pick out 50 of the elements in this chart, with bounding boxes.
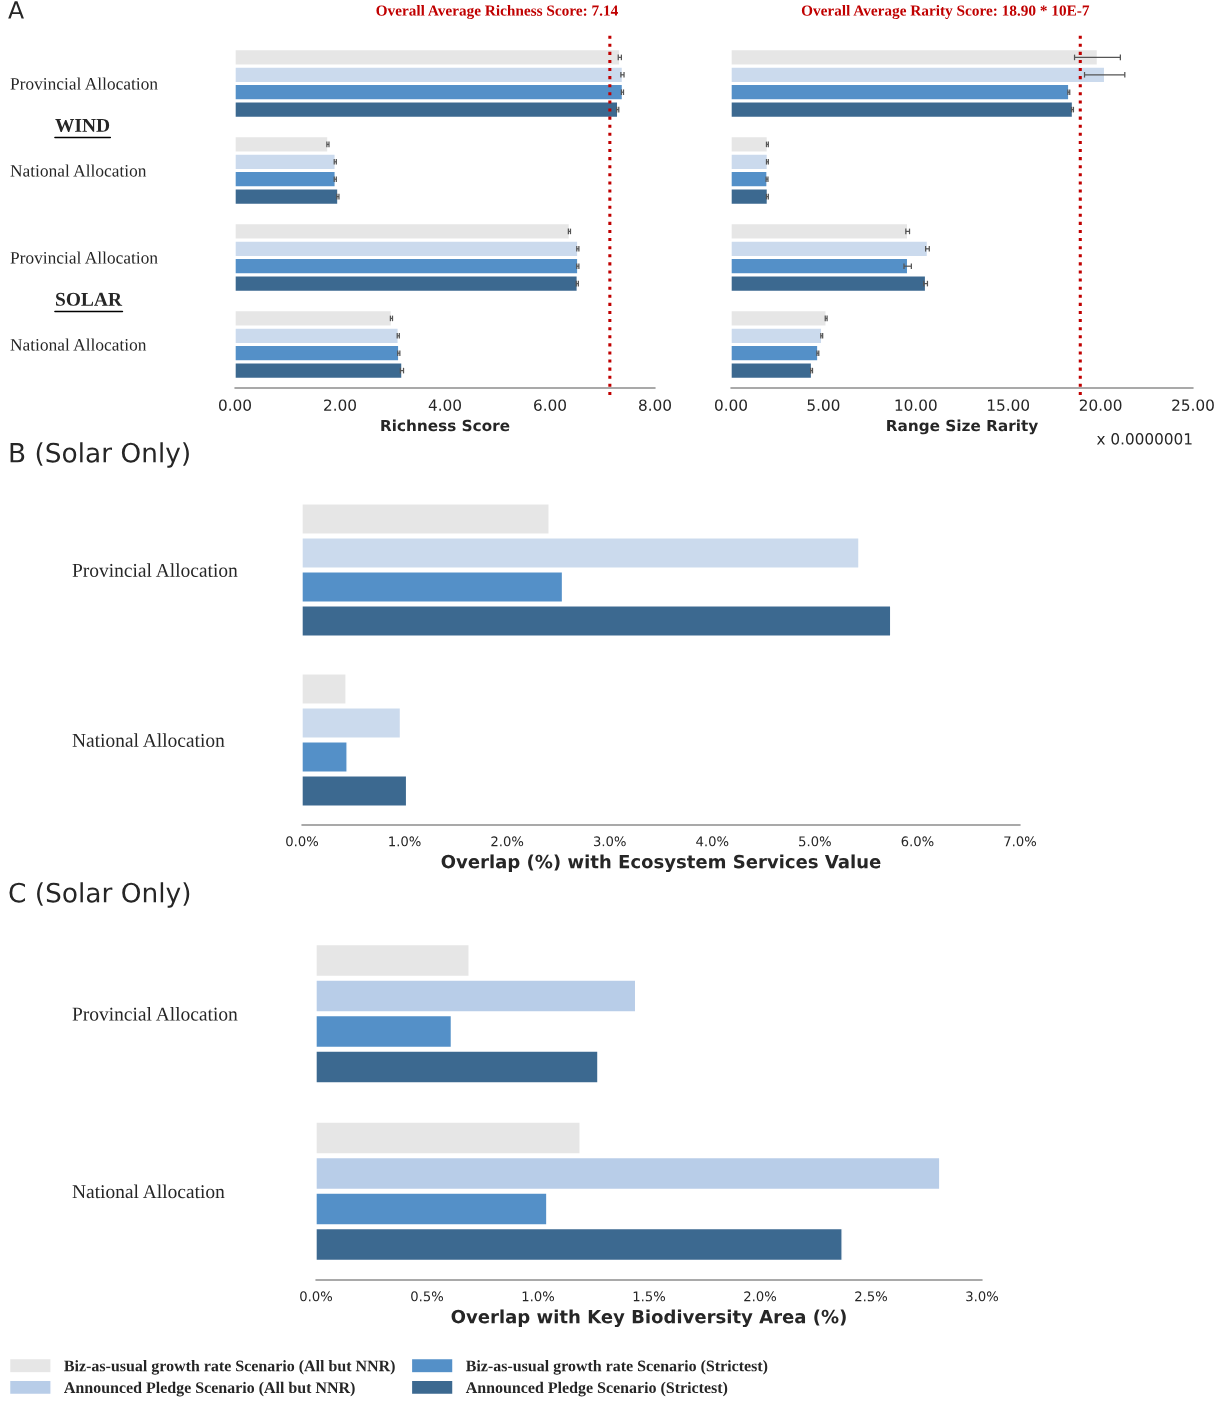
ref-line-label: Overall Average Richness Score: 7.14 [376, 5, 618, 19]
text: C (Solar Only) [9, 882, 190, 908]
y-tick-label: National Allocation [72, 1184, 225, 1199]
x-tick-label: 1.0% [389, 836, 421, 847]
text: WIND [55, 118, 110, 132]
x-axis-title: Richness Score [381, 419, 510, 432]
x-tick-label: 5.0% [799, 836, 831, 847]
ref-line-label: Overall Average Rarity Score: 18.90 * 10E-7 [801, 5, 1090, 19]
x-tick-label: 10.00 [895, 399, 937, 411]
x-tick-label: 6.00 [534, 399, 566, 411]
x-tick-label: 4.0% [696, 836, 729, 847]
y-tick-label: Provincial Allocation [72, 563, 238, 577]
y-tick-label: National Allocation [10, 338, 147, 351]
x-axis-title: Overlap (%) with Ecosystem Services Value [441, 854, 881, 873]
x-tick-label: 25.00 [1172, 399, 1214, 411]
y-tick-label: National Allocation [72, 733, 225, 747]
chart-title: B (Solar Only) [10, 442, 189, 468]
x-tick-label: 6.0% [901, 836, 934, 847]
x-tick-label: 3.0% [966, 1291, 999, 1302]
x-tick-label: 0.00 [715, 399, 747, 411]
x-axis-title: Overlap with Key Biodiversity Area (%) [451, 1309, 846, 1328]
text: A [8, 1, 24, 19]
legend-label: Announced Pledge Scenario (All but NNR) [64, 1381, 355, 1397]
y-tick-label: Provincial Allocation [10, 251, 158, 264]
x-tick-label: 2.0% [491, 836, 524, 847]
x-tick-label: 1.5% [633, 1291, 666, 1302]
y-tick-label: National Allocation [10, 164, 147, 177]
y-tick-label: Provincial Allocation [72, 1007, 238, 1021]
x-tick-label: 0.5% [411, 1291, 444, 1302]
legend-label: Announced Pledge Scenario (Strictest) [465, 1381, 728, 1397]
x-tick-label: 2.5% [855, 1291, 888, 1302]
x-tick-label: 2.0% [744, 1291, 777, 1302]
x-tick-label: 20.00 [1079, 399, 1122, 411]
text: x 0.0000001 [1096, 433, 1192, 445]
text: SOLAR [56, 292, 123, 306]
x-tick-label: 0.0% [286, 836, 319, 847]
x-tick-label: 0.0% [300, 1291, 333, 1302]
x-tick-label: 8.00 [639, 399, 671, 411]
x-tick-label: 2.00 [324, 399, 356, 411]
x-tick-label: 4.00 [428, 399, 461, 411]
y-tick-label: Provincial Allocation [10, 77, 158, 90]
x-tick-label: 1.0% [522, 1291, 555, 1302]
x-axis-title: Range Size Rarity [887, 419, 1038, 435]
x-tick-label: 3.0% [593, 836, 626, 847]
x-tick-label: 0.00 [219, 399, 251, 411]
x-tick-label: 5.00 [807, 399, 840, 411]
x-tick-label: 15.00 [988, 399, 1030, 411]
x-tick-label: 7.0% [1004, 836, 1037, 847]
legend-label: Biz-as-usual growth rate Scenario (All but NNR) [64, 1360, 395, 1375]
legend-label: Biz-as-usual growth rate Scenario (Strictest) [465, 1360, 768, 1375]
